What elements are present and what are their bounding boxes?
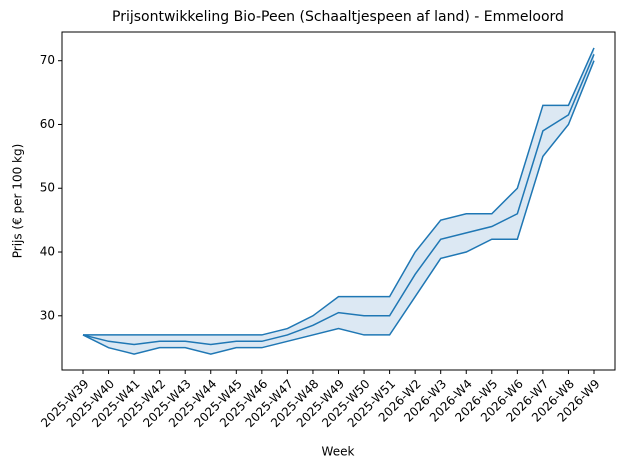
y-tick-label: 50 bbox=[40, 181, 55, 195]
y-tick-label: 60 bbox=[40, 117, 55, 131]
y-tick-label: 30 bbox=[40, 308, 55, 322]
x-axis-label: Week bbox=[322, 445, 355, 459]
mean-line bbox=[82, 54, 595, 346]
upper-line bbox=[83, 47, 595, 336]
lower-line bbox=[82, 60, 595, 355]
plot-frame bbox=[61, 31, 616, 371]
y-tick-label: 70 bbox=[40, 53, 55, 67]
range-band bbox=[83, 47, 594, 355]
chart-title: Prijsontwikkeling Bio-Peen (Schaaltjespe… bbox=[112, 9, 564, 25]
y-tick-label: 40 bbox=[40, 245, 55, 259]
y-axis-label: Prijs (€ per 100 kg) bbox=[11, 144, 25, 259]
